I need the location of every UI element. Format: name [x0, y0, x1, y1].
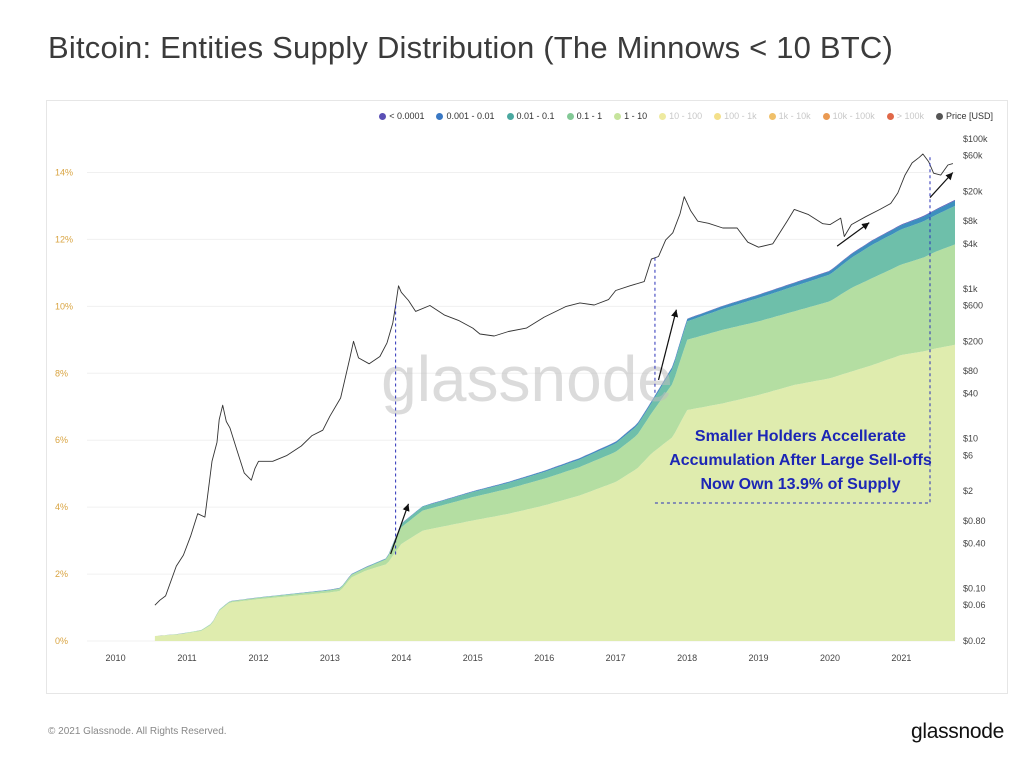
annotation-text-line: Now Own 13.9% of Supply	[700, 476, 900, 493]
y-right-tick-label: $0.80	[963, 516, 986, 526]
x-tick-label: 2012	[248, 653, 268, 663]
y-right-tick-label: $0.06	[963, 600, 986, 610]
y-right-tick-label: $100k	[963, 134, 988, 144]
legend-item[interactable]: 1k - 10k	[768, 111, 811, 121]
legend-item[interactable]: 0.001 - 0.01	[436, 111, 495, 121]
legend-item[interactable]: 0.01 - 0.1	[506, 111, 555, 121]
legend-label: 1k - 10k	[778, 111, 811, 121]
legend-label: < 0.0001	[389, 111, 425, 121]
x-tick-label: 2017	[606, 653, 626, 663]
x-tick-label: 2019	[749, 653, 769, 663]
y-right-tick-label: $200	[963, 336, 983, 346]
chart-svg: 0% 2% 4% 6% 8% 10% 12% 14% glassnode $100k $60k $20…	[55, 134, 988, 663]
legend-item[interactable]: Price [USD]	[935, 111, 993, 121]
legend-swatch	[436, 112, 444, 120]
page-title: Bitcoin: Entities Supply Distribution (T…	[48, 30, 894, 65]
legend-swatch	[506, 112, 514, 120]
y-right-tick-label: $10	[963, 434, 978, 444]
x-tick-label: 2014	[391, 653, 411, 663]
y-left-tick-label: 0%	[55, 636, 68, 646]
legend-swatch	[659, 112, 667, 120]
legend-item[interactable]: 10 - 100	[659, 111, 702, 121]
y-right-tick-label: $600	[963, 300, 983, 310]
x-tick-label: 2011	[177, 653, 196, 663]
legend-swatch	[714, 112, 722, 120]
y-left-tick-label: 10%	[55, 301, 73, 311]
y-left-tick-label: 14%	[55, 167, 73, 177]
legend-item[interactable]: 1 - 10	[614, 111, 647, 121]
y-right-tick-label: $20k	[963, 186, 983, 196]
x-tick-label: 2015	[463, 653, 483, 663]
legend-item[interactable]: < 0.0001	[379, 111, 424, 121]
y-right-tick-label: $8k	[963, 216, 978, 226]
y-right-tick-label: $2	[963, 486, 973, 496]
annotation-text-line: Smaller Holders Accellerate	[695, 428, 906, 445]
legend-swatch	[935, 112, 943, 120]
footer-logo: glassnode	[910, 720, 1004, 743]
legend-label: 1 - 10	[624, 111, 648, 121]
area-series-1-10	[154, 344, 956, 641]
legend-label: 0.1 - 1	[576, 111, 603, 121]
legend-swatch	[566, 112, 574, 120]
chart-legend: < 0.0001 0.001 - 0.01 0.01 - 0.1 0.1 - 1 1 -…	[379, 111, 993, 121]
legend-swatch	[886, 112, 894, 120]
legend-swatch	[768, 112, 776, 120]
watermark: glassnode	[381, 343, 673, 415]
x-tick-label: 2013	[320, 653, 340, 663]
y-left-tick-label: 2%	[55, 569, 68, 579]
area-series-0-01-0-1	[154, 205, 956, 636]
annotation-arrow	[929, 172, 954, 198]
legend-swatch	[379, 112, 387, 120]
y-right-tick-label: $4k	[963, 239, 978, 249]
x-tick-label: 2010	[106, 653, 126, 663]
y-left-tick-label: 4%	[55, 502, 68, 512]
y-left-tick-label: 12%	[55, 234, 73, 244]
area-series-group	[154, 199, 956, 641]
footer-copyright: © 2021 Glassnode. All Rights Reserved.	[48, 726, 227, 737]
annotation-arrow	[657, 309, 679, 381]
x-tick-label: 2018	[677, 653, 697, 663]
annotation-text-line: Accumulation After Large Sell-offs	[669, 452, 932, 469]
legend-label: 10 - 100	[669, 111, 703, 121]
price-line	[154, 153, 954, 606]
x-tick-label: 2021	[891, 653, 911, 663]
legend-item[interactable]: > 100k	[886, 111, 924, 121]
area-series-0-1-1	[154, 244, 956, 636]
legend-label: Price [USD]	[945, 111, 993, 121]
y-left-tick-label: 8%	[55, 368, 68, 378]
y-right-tick-label: $60k	[963, 151, 983, 161]
legend-swatch	[822, 112, 830, 120]
y-right-tick-label: $1k	[963, 284, 978, 294]
chart-frame: 0% 2% 4% 6% 8% 10% 12% 14% glassnode $100k $60k $20…	[46, 100, 1008, 694]
legend-label: 100 - 1k	[724, 111, 757, 121]
y-right-tick-label: $0.02	[963, 636, 986, 646]
legend-swatch	[614, 112, 622, 120]
annotation-arrow	[390, 503, 410, 555]
x-tick-label: 2020	[820, 653, 840, 663]
y-right-tick-label: $80	[963, 366, 978, 376]
annotation-arrow	[836, 222, 870, 247]
y-left-tick-label: 6%	[55, 435, 68, 445]
legend-label: 0.01 - 0.1	[516, 111, 555, 121]
legend-label: 10k - 100k	[832, 111, 875, 121]
y-right-tick-label: $40	[963, 389, 978, 399]
legend-item[interactable]: 10k - 100k	[822, 111, 875, 121]
y-right-tick-label: $0.40	[963, 539, 986, 549]
legend-label: > 100k	[896, 111, 924, 121]
legend-label: 0.001 - 0.01	[446, 111, 495, 121]
legend-item[interactable]: 0.1 - 1	[566, 111, 603, 121]
y-right-tick-label: $6	[963, 450, 973, 460]
x-tick-label: 2016	[534, 653, 554, 663]
y-right-tick-label: $0.10	[963, 584, 986, 594]
legend-item[interactable]: 100 - 1k	[714, 111, 757, 121]
